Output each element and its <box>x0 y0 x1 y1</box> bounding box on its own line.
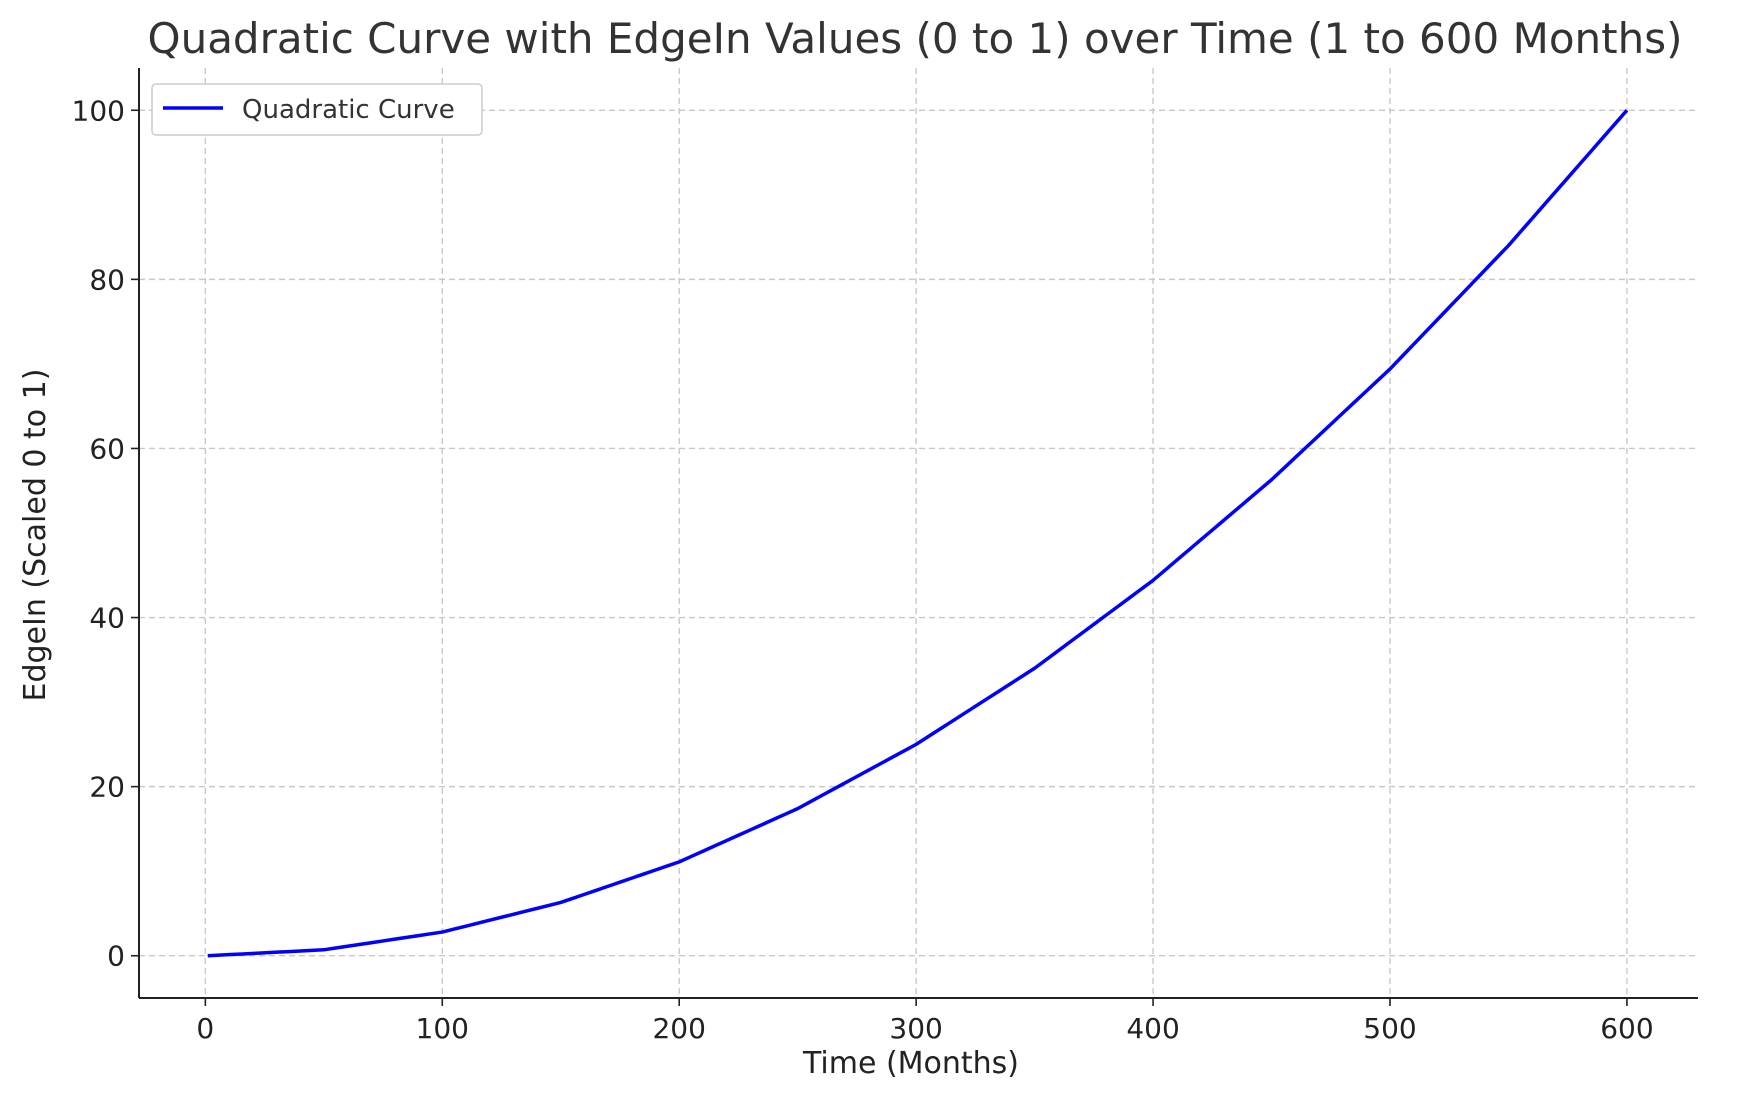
x-tick-label: 200 <box>652 1012 705 1045</box>
x-tick-label: 300 <box>889 1012 942 1045</box>
series-layer <box>207 109 1629 958</box>
axes <box>138 68 1698 999</box>
x-tick-label: 600 <box>1600 1012 1653 1045</box>
x-tick-label: 400 <box>1126 1012 1179 1045</box>
x-axis-title: Time (Months) <box>802 1046 1019 1081</box>
grid <box>139 68 1698 998</box>
series-line-quadratic-curve <box>207 109 1629 958</box>
legend: Quadratic Curve <box>151 83 483 136</box>
x-tick-label: 0 <box>196 1012 214 1045</box>
y-tick-label: 40 <box>89 602 125 635</box>
legend-label: Quadratic Curve <box>242 95 455 125</box>
y-tick-label: 0 <box>107 940 125 973</box>
legend-box <box>151 83 483 136</box>
chart-title: Quadratic Curve with EdgeIn Values (0 to… <box>148 14 1683 63</box>
y-tick-label: 100 <box>72 94 125 127</box>
y-tick-label: 80 <box>89 263 125 296</box>
y-tick-label: 60 <box>89 432 125 465</box>
x-tick-label: 500 <box>1363 1012 1416 1045</box>
y-axis-title: EdgeIn (Scaled 0 to 1) <box>18 369 53 702</box>
x-tick-label: 100 <box>416 1012 469 1045</box>
ticks: 0 100 200 300 400 500 600 0 20 40 60 80 100 <box>72 94 1654 1045</box>
y-tick-label: 20 <box>89 771 125 804</box>
